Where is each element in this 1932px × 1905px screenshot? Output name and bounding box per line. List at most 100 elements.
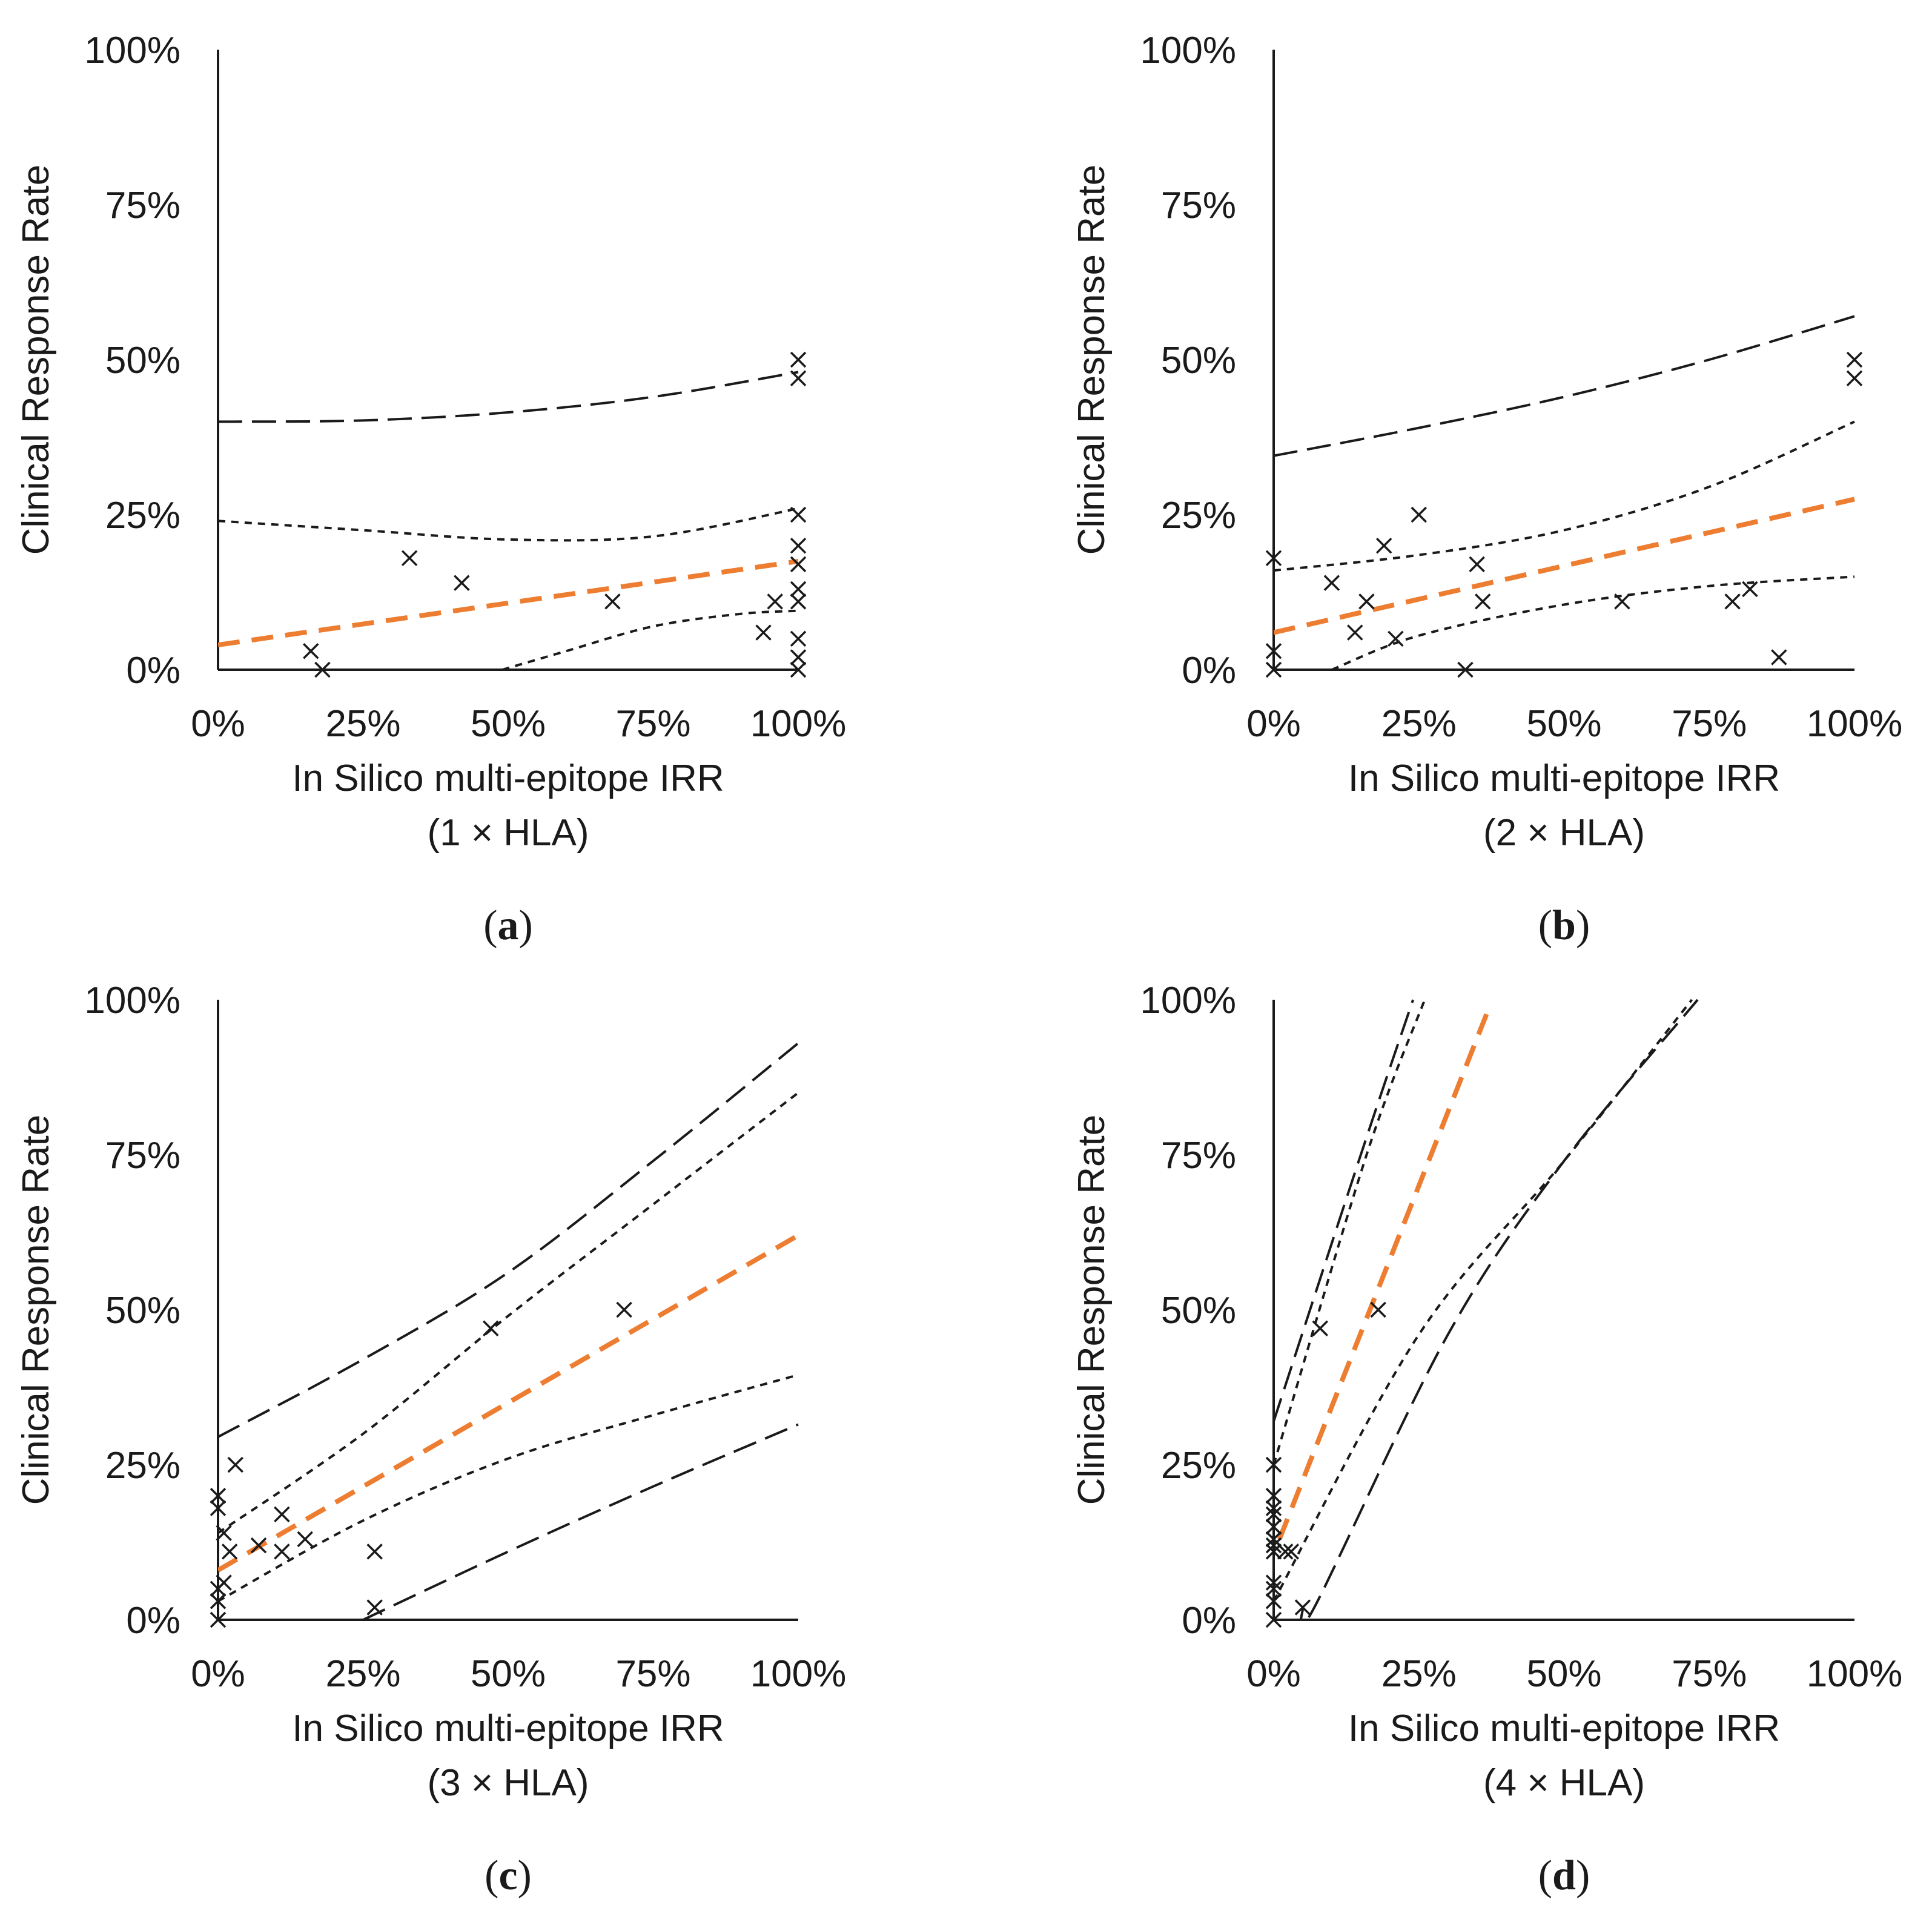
x-tick-label: 50% bbox=[471, 1653, 546, 1695]
x-tick-label: 0% bbox=[191, 1653, 245, 1695]
x-tick-label: 100% bbox=[750, 1653, 847, 1695]
panel-label: (c) bbox=[485, 1852, 532, 1899]
data-point bbox=[1388, 630, 1404, 647]
data-point bbox=[790, 661, 807, 678]
data-point bbox=[1846, 370, 1863, 386]
panel-label: (d) bbox=[1538, 1852, 1590, 1899]
chart-panel-a: 0% 25% 50% 75% 100% 0% 25% 50% 75% 100% In Silico … bbox=[15, 30, 846, 949]
y-axis-title: Clinical Response Rate bbox=[1071, 1115, 1113, 1505]
x-axis-subtitle: (1 × HLA) bbox=[427, 812, 589, 854]
data-point bbox=[1265, 1537, 1282, 1554]
data-point bbox=[483, 1320, 499, 1336]
data-point bbox=[1358, 593, 1375, 610]
regression-fit-line bbox=[1277, 1008, 1491, 1540]
x-tick-label: 100% bbox=[750, 703, 847, 745]
y-tick-label: 0% bbox=[1182, 650, 1236, 692]
x-tick-label: 25% bbox=[1381, 703, 1457, 745]
x-axis-title: In Silico multi-epitope IRR bbox=[1348, 1708, 1780, 1749]
data-point bbox=[604, 593, 621, 610]
data-point bbox=[790, 370, 807, 386]
y-tick-label: 0% bbox=[126, 650, 180, 692]
confidence-interval-line bbox=[501, 609, 799, 670]
confidence-interval-line bbox=[218, 1092, 799, 1534]
x-tick-label: 0% bbox=[1246, 703, 1301, 745]
data-point bbox=[1265, 643, 1282, 659]
data-point bbox=[221, 1543, 238, 1560]
data-point bbox=[767, 593, 783, 610]
x-tick-label: 100% bbox=[1807, 1653, 1903, 1695]
x-axis-title: In Silico multi-epitope IRR bbox=[292, 1708, 724, 1749]
prediction-interval-line bbox=[1274, 315, 1855, 457]
x-tick-label: 25% bbox=[1381, 1653, 1457, 1695]
data-point bbox=[210, 1487, 227, 1504]
y-axis-title: Clinical Response Rate bbox=[15, 165, 57, 555]
confidence-interval-line bbox=[1274, 420, 1855, 572]
data-point bbox=[1265, 1543, 1282, 1560]
y-tick-label: 25% bbox=[1161, 1445, 1236, 1487]
data-point bbox=[297, 1531, 313, 1548]
data-point bbox=[616, 1301, 632, 1318]
regression-fit-line bbox=[218, 558, 799, 647]
data-point bbox=[1846, 351, 1863, 368]
data-point bbox=[1265, 1580, 1282, 1597]
data-point bbox=[366, 1543, 383, 1560]
data-point bbox=[1265, 1500, 1282, 1516]
y-tick-label: 75% bbox=[1161, 185, 1236, 226]
x-axis-subtitle: (2 × HLA) bbox=[1483, 812, 1645, 854]
confidence-interval-line bbox=[1274, 999, 1426, 1465]
confidence-interval-line bbox=[1331, 575, 1855, 670]
data-point bbox=[1265, 1593, 1282, 1610]
data-point bbox=[1742, 581, 1758, 598]
data-point bbox=[210, 1593, 227, 1610]
x-tick-label: 75% bbox=[1672, 703, 1747, 745]
regression-fit-line bbox=[218, 1233, 799, 1573]
data-point bbox=[210, 1611, 227, 1628]
y-tick-label: 100% bbox=[84, 30, 180, 71]
data-point bbox=[1370, 1301, 1386, 1318]
data-point bbox=[1475, 593, 1491, 610]
data-point bbox=[210, 1500, 227, 1516]
chart-panel-d: 0% 25% 50% 75% 100% 0% 25% 50% 75% 100% In Silico … bbox=[1071, 980, 1902, 1899]
data-point bbox=[1469, 556, 1485, 573]
y-tick-label: 50% bbox=[105, 1290, 180, 1332]
data-point bbox=[1265, 661, 1282, 678]
y-tick-label: 25% bbox=[105, 495, 180, 537]
prediction-interval-line bbox=[218, 1042, 799, 1438]
y-tick-label: 75% bbox=[1161, 1135, 1236, 1177]
data-point bbox=[1265, 1519, 1282, 1535]
y-axis-title: Clinical Response Rate bbox=[15, 1115, 57, 1505]
data-point bbox=[314, 661, 331, 678]
data-point bbox=[1265, 550, 1282, 566]
data-point bbox=[790, 351, 807, 368]
data-point bbox=[1265, 1456, 1282, 1473]
x-tick-label: 50% bbox=[1526, 703, 1601, 745]
data-point bbox=[1265, 1611, 1282, 1628]
data-point bbox=[1375, 537, 1392, 554]
data-point bbox=[216, 1574, 232, 1591]
y-axis-title: Clinical Response Rate bbox=[1071, 165, 1113, 555]
panel-label: (a) bbox=[483, 902, 533, 949]
y-tick-label: 100% bbox=[1140, 30, 1236, 71]
y-tick-label: 75% bbox=[105, 185, 180, 226]
data-point bbox=[366, 1599, 383, 1616]
x-tick-label: 25% bbox=[325, 703, 400, 745]
y-tick-label: 50% bbox=[1161, 340, 1236, 381]
data-point bbox=[790, 506, 807, 523]
x-axis-title: In Silico multi-epitope IRR bbox=[1348, 758, 1780, 799]
data-point bbox=[1283, 1543, 1300, 1560]
confidence-interval-line bbox=[1274, 999, 1693, 1602]
data-point bbox=[1265, 1487, 1282, 1504]
data-point bbox=[1294, 1599, 1311, 1616]
x-tick-label: 75% bbox=[615, 703, 690, 745]
x-tick-label: 75% bbox=[615, 1653, 690, 1695]
data-point bbox=[227, 1456, 243, 1473]
data-point bbox=[1724, 593, 1741, 610]
data-point bbox=[250, 1537, 267, 1554]
y-tick-label: 100% bbox=[1140, 980, 1236, 1022]
y-tick-label: 75% bbox=[105, 1135, 180, 1177]
y-tick-label: 0% bbox=[126, 1600, 180, 1642]
prediction-interval-line bbox=[218, 371, 799, 423]
x-axis-subtitle: (3 × HLA) bbox=[427, 1762, 589, 1804]
y-tick-label: 0% bbox=[1182, 1600, 1236, 1642]
x-tick-label: 25% bbox=[325, 1653, 400, 1695]
